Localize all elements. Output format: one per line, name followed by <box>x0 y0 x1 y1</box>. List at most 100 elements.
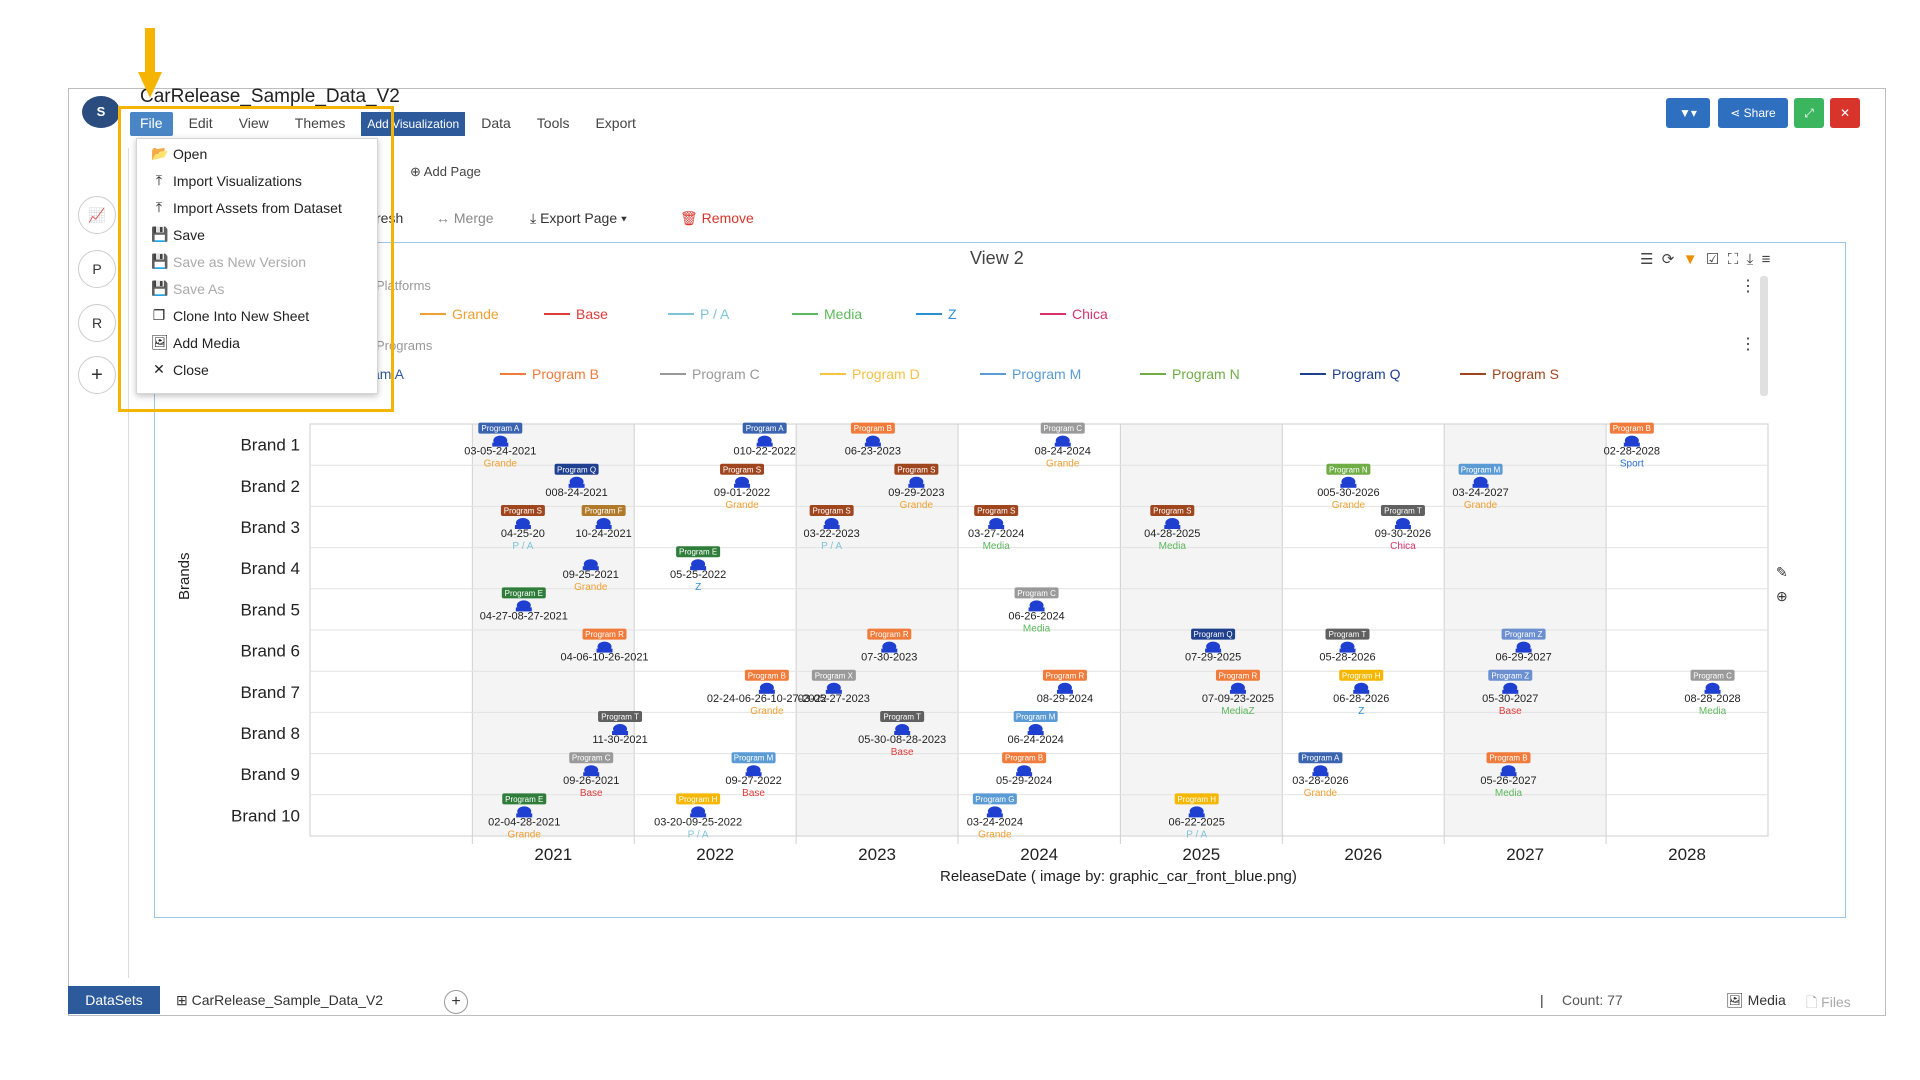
settings-sliders-icon[interactable]: ☰ <box>1640 251 1654 268</box>
file-menu-clone-sheet[interactable]: ❐ Clone Into New Sheet <box>151 307 309 324</box>
file-menu-import-assets[interactable]: ⤒ Import Assets from Dataset <box>151 199 342 216</box>
program-tag-label: Program F <box>585 507 623 516</box>
rail-add-button[interactable]: + <box>78 356 116 394</box>
filter-button[interactable]: ▼▾ <box>1666 98 1710 128</box>
refresh-icon[interactable]: ⟳ <box>1661 251 1675 268</box>
legend-platform-item[interactable]: Z <box>916 306 957 322</box>
x-axis-title: ReleaseDate ( image by: graphic_car_fron… <box>940 868 1297 885</box>
expand-icon[interactable]: ⛶ <box>1727 251 1739 268</box>
plus-circle-icon: ⊕ <box>410 164 424 179</box>
view-title: View 2 <box>970 248 1024 268</box>
platform-label: Grande <box>725 500 759 511</box>
car-marker-base <box>583 772 600 777</box>
caret-down-icon: ▾ <box>617 210 627 226</box>
file-menu-add-media[interactable]: 🖼 Add Media <box>151 334 240 351</box>
menu-file[interactable]: File <box>130 112 173 136</box>
car-marker-base <box>1515 648 1532 653</box>
program-tag <box>1298 752 1343 764</box>
menu-tools[interactable]: Tools <box>536 115 570 131</box>
menu-export[interactable]: Export <box>595 115 636 131</box>
legend-program-item[interactable]: Program Q <box>1300 366 1400 382</box>
legend-platforms-menu-icon[interactable]: ⋮ <box>1740 278 1756 295</box>
rail-p-button[interactable]: P <box>78 250 116 288</box>
export-page-button[interactable]: ⤓ Export Page ▾ <box>530 210 627 227</box>
legend-programs-menu-icon[interactable]: ⋮ <box>1740 336 1756 353</box>
program-tag-label: Program E <box>505 795 543 804</box>
files-button[interactable]: 🗋 Files <box>1806 992 1851 1016</box>
program-tag-label: Program B <box>748 671 786 680</box>
share-button[interactable]: ⋖ Share <box>1718 98 1788 128</box>
datasets-tab[interactable]: DataSets <box>68 986 160 1014</box>
checkbox-icon[interactable]: ☑ <box>1705 251 1720 268</box>
program-tag-label: Program C <box>572 754 611 763</box>
legend-program-item[interactable]: Program B <box>500 366 599 382</box>
program-tag-label: Program B <box>1613 424 1651 433</box>
hamburger-menu-icon[interactable]: ≡ <box>1761 251 1771 268</box>
legend-program-item[interactable]: Program D <box>820 366 920 382</box>
program-tag-label: Program S <box>897 465 935 474</box>
date-label: 010-22-2022 <box>733 446 795 458</box>
legend-platform-item[interactable]: Media <box>792 306 862 322</box>
platform-label: Media <box>1023 623 1051 634</box>
legend-program-item[interactable]: Program M <box>980 366 1081 382</box>
car-marker-base <box>1502 689 1519 694</box>
car-marker-base <box>1340 483 1357 488</box>
program-tag <box>1325 628 1370 640</box>
legend-label: Media <box>824 306 863 322</box>
brush-icon[interactable]: ✎ <box>1776 564 1788 580</box>
rail-chart-button[interactable]: 📈 <box>78 196 116 234</box>
menu-edit[interactable]: Edit <box>188 115 213 131</box>
remove-button[interactable]: 🗑 Remove <box>680 210 754 227</box>
car-marker-base <box>514 525 531 529</box>
legend-platform-item[interactable]: Grande <box>420 306 499 322</box>
menu-themes[interactable]: Themes <box>294 115 346 131</box>
file-menu-close[interactable]: ✕ Close <box>151 361 209 378</box>
legend-platform-item[interactable]: P / A <box>668 306 729 322</box>
file-menu-save-as-new-version[interactable]: 💾 Save as New Version <box>151 253 306 270</box>
image-icon: 🖼 <box>151 334 169 350</box>
car-marker-base <box>492 442 509 447</box>
y-tick-label: Brand 3 <box>240 518 300 537</box>
merge-button[interactable]: ↔ Merge <box>436 210 494 226</box>
program-tag-label: Program A <box>1302 754 1340 763</box>
platform-label: Base <box>580 788 603 799</box>
file-menu-open[interactable]: 📂 Open <box>151 145 207 162</box>
legend-label: Base <box>576 306 608 322</box>
add-page-button[interactable]: ⊕ Add Page <box>410 164 481 180</box>
download-icon[interactable]: ⤓ <box>1746 251 1754 268</box>
menu-add-visualization[interactable]: Add Visualization <box>361 112 466 136</box>
file-menu-import-visualizations[interactable]: ⤒ Import Visualizations <box>151 172 302 189</box>
legend-platform-item[interactable]: Chica <box>1040 306 1108 322</box>
add-sheet-button[interactable]: + <box>444 990 468 1014</box>
car-marker-base <box>595 525 612 529</box>
legend-label: Program C <box>692 366 760 382</box>
menu-data[interactable]: Data <box>481 115 511 131</box>
close-window-button[interactable]: ✕ <box>1830 98 1860 128</box>
legend-program-item[interactable]: Program N <box>1140 366 1240 382</box>
sheet-tab[interactable]: ⊞ CarRelease_Sample_Data_V2 <box>176 992 383 1009</box>
fullscreen-button[interactable]: ⤢ <box>1794 98 1824 128</box>
program-tag-label: Program A <box>481 424 519 433</box>
left-rail <box>68 148 129 978</box>
legend-scrollbar[interactable] <box>1760 276 1768 396</box>
date-label: 08-29-2024 <box>1037 693 1093 705</box>
zoom-icon[interactable]: ⊕ <box>1776 588 1788 604</box>
date-label: 03-27-2024 <box>968 528 1024 540</box>
rail-r-button[interactable]: R <box>78 304 116 342</box>
program-tag-label: Program Z <box>1505 630 1543 639</box>
menu-view[interactable]: View <box>238 115 269 131</box>
file-menu-save[interactable]: 💾 Save <box>151 226 205 243</box>
fullscreen-icon: ⤢ <box>1804 106 1814 120</box>
car-marker-base <box>1229 689 1246 694</box>
refresh-button[interactable]: resh <box>376 210 404 226</box>
car-marker-base <box>734 483 751 488</box>
legend-program-item[interactable]: Program C <box>660 366 760 382</box>
filter-icon[interactable]: ▼ <box>1682 251 1698 268</box>
program-tag <box>478 422 523 434</box>
legend-program-item[interactable]: Program S <box>1460 366 1559 382</box>
file-menu-save-as[interactable]: 💾 Save As <box>151 280 224 297</box>
media-button[interactable]: 🖼 Media <box>1726 992 1786 1009</box>
date-label: 05-28-2026 <box>1319 652 1375 664</box>
platform-label: Base <box>1499 706 1522 717</box>
legend-platform-item[interactable]: Base <box>544 306 608 322</box>
